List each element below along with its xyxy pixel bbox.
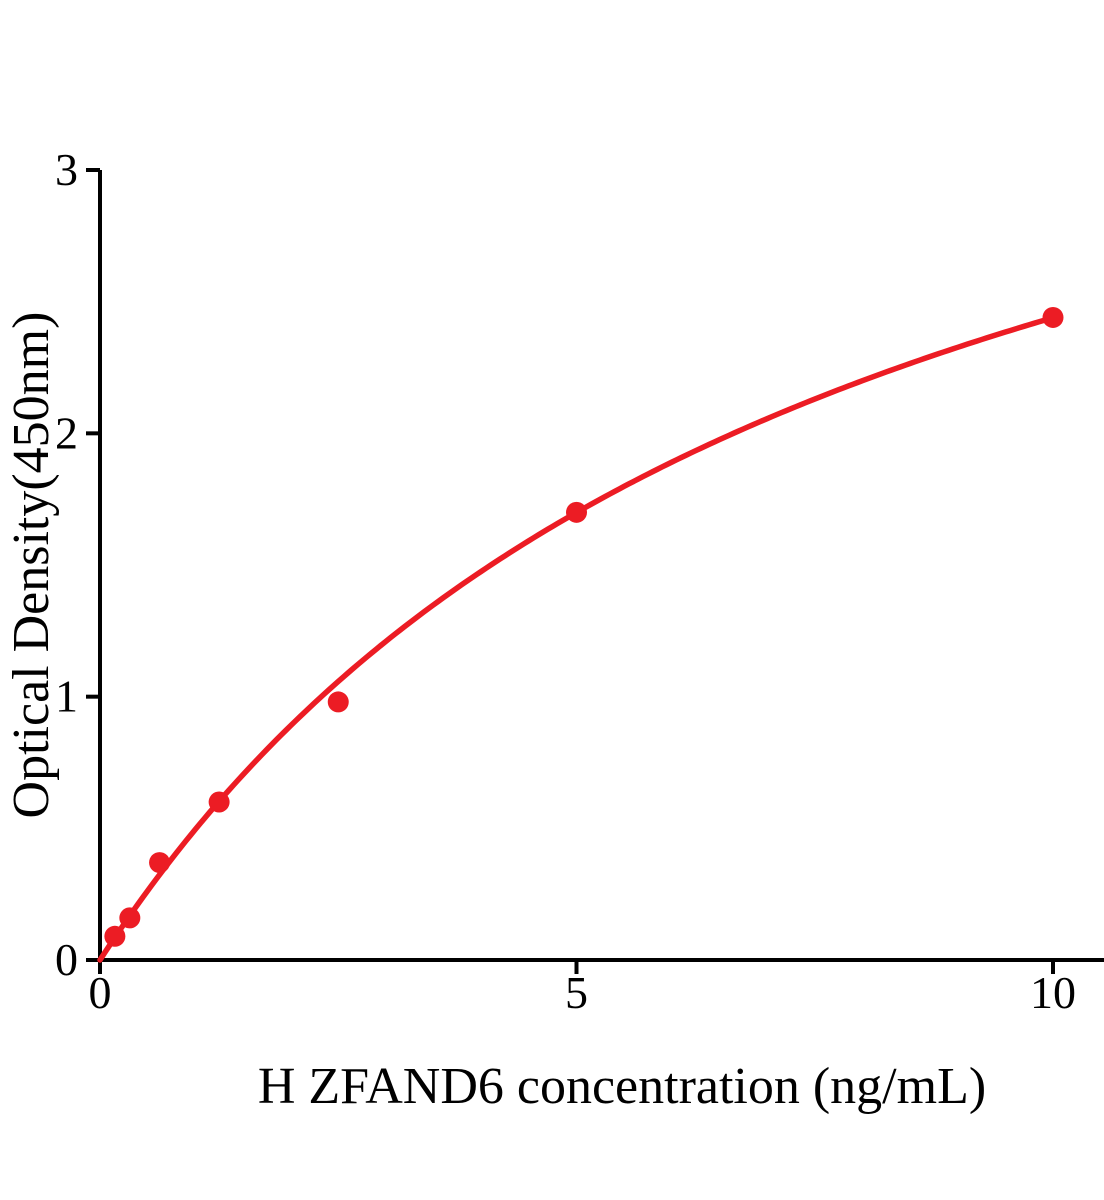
x-tick-label: 5 — [565, 967, 588, 1018]
data-point — [1042, 306, 1064, 328]
fit-curve — [97, 314, 1056, 963]
y-tick-label: 0 — [55, 934, 78, 985]
x-axis-title: H ZFAND6 concentration (ng/mL) — [258, 1058, 986, 1115]
y-tick-label: 3 — [55, 144, 78, 195]
y-axis-title: Optical Density(450nm) — [3, 312, 60, 819]
plot-area: 0 1 2 3 0 5 10 — [55, 144, 1104, 1018]
x-tick-label: 0 — [89, 967, 112, 1018]
data-point — [119, 907, 141, 929]
data-point — [566, 501, 587, 523]
data-point — [208, 791, 230, 813]
data-point — [149, 852, 171, 874]
data-point — [104, 925, 126, 947]
y-tick-label: 1 — [55, 671, 78, 722]
x-tick-label: 10 — [1030, 967, 1076, 1018]
data-point — [327, 691, 349, 713]
y-tick-label: 2 — [55, 407, 78, 458]
